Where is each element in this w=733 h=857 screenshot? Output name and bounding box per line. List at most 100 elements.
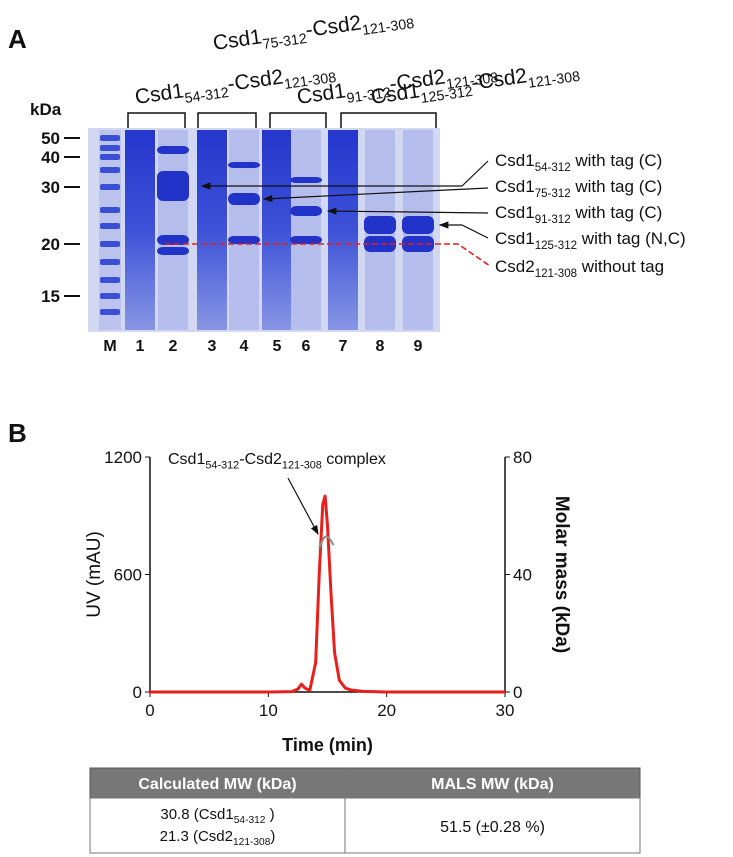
x-tick-label: 20 xyxy=(377,701,396,720)
x-tick-label: 10 xyxy=(259,701,278,720)
text-part: 121-308 xyxy=(282,459,322,471)
band xyxy=(100,293,120,299)
y-axis-label: UV (mAU) xyxy=(84,531,105,618)
band xyxy=(290,177,322,183)
text-part: 54-312 xyxy=(184,85,230,107)
arrow xyxy=(200,160,489,190)
text-part: complex xyxy=(322,451,386,468)
group-label: Csd154-312-Csd2121-308 xyxy=(133,58,337,114)
band xyxy=(100,145,120,151)
table-cell: 21.3 (Csd2121-308) xyxy=(160,828,276,848)
text-part: 121-308 xyxy=(361,16,415,39)
band-annotation: Csd175-312 with tag (C) xyxy=(495,177,662,200)
band xyxy=(100,154,120,160)
text-part: without tag xyxy=(577,257,664,276)
band xyxy=(100,207,120,213)
y2-tick-label: 0 xyxy=(513,683,522,702)
x-tick-label: 30 xyxy=(496,701,515,720)
band xyxy=(290,206,322,216)
y2-tick-label: 40 xyxy=(513,566,532,585)
series-line xyxy=(318,535,335,549)
band xyxy=(157,235,189,245)
text-part: with tag (C) xyxy=(571,177,663,196)
lane xyxy=(229,130,259,330)
y-tick-label: 600 xyxy=(114,566,142,585)
series-line xyxy=(150,494,505,694)
text-part: ) xyxy=(265,806,274,823)
text-part: 121-308 xyxy=(233,837,271,848)
text-part: -Csd2 xyxy=(239,451,282,468)
table-cell: 30.8 (Csd154-312 ) xyxy=(160,806,274,826)
unit-label: kDa xyxy=(30,100,62,119)
text-part: 125-312 xyxy=(420,84,474,107)
band-annotation: Csd154-312 with tag (C) xyxy=(495,151,662,174)
text-part: 75-312 xyxy=(535,188,571,200)
y-tick-label: 0 xyxy=(133,683,142,702)
band xyxy=(364,216,396,234)
bracket xyxy=(127,112,186,128)
text-part: with tag (C) xyxy=(571,203,663,222)
band xyxy=(228,162,260,168)
text-part: 30.8 (Csd1 xyxy=(160,806,233,823)
text-part: Csd1 xyxy=(211,25,263,55)
group-label: Csd175-312-Csd2121-308 xyxy=(211,4,415,60)
arrow xyxy=(262,187,489,203)
text-part: -Csd2 xyxy=(304,11,363,42)
lane xyxy=(328,130,358,330)
text-part: 121-308 xyxy=(535,268,577,280)
mw-marker-label: 15 xyxy=(41,287,60,306)
lane xyxy=(125,130,155,330)
band xyxy=(100,309,120,315)
band xyxy=(100,223,120,229)
text-part: Csd1 xyxy=(133,79,185,109)
text-part: 54-312 xyxy=(535,162,571,174)
lane-label: 9 xyxy=(414,338,423,355)
text-part: 91-312 xyxy=(346,85,392,107)
panel-label: A xyxy=(8,24,27,54)
band xyxy=(100,184,120,190)
band-annotation: Csd191-312 with tag (C) xyxy=(495,203,662,226)
band xyxy=(100,167,120,173)
lane xyxy=(262,130,292,330)
lane-label: 4 xyxy=(240,338,249,355)
text-part: Csd1 xyxy=(495,229,535,248)
text-part: -Csd2 xyxy=(226,65,285,96)
band-annotation: Csd2121-308 without tag xyxy=(495,257,664,280)
y2-axis-label: Molar mass (kDa) xyxy=(551,496,572,653)
text-part: Csd1 xyxy=(369,79,421,109)
mw-marker-label: 30 xyxy=(41,178,60,197)
text-part: Csd1 xyxy=(495,177,535,196)
band-annotation: Csd1125-312 with tag (N,C) xyxy=(495,229,686,252)
lane-label: M xyxy=(103,338,116,355)
band xyxy=(157,171,189,201)
text-part: -Csd2 xyxy=(470,64,529,95)
band xyxy=(100,259,120,265)
text-part: 121-308 xyxy=(283,70,337,93)
band xyxy=(157,146,189,154)
band xyxy=(100,135,120,141)
text-part: ) xyxy=(270,828,275,845)
text-part: with tag (C) xyxy=(571,151,663,170)
table-header-cell: Calculated MW (kDa) xyxy=(138,776,296,793)
bracket xyxy=(269,112,327,128)
y-tick-label: 1200 xyxy=(104,448,142,467)
text-part: Csd1 xyxy=(495,151,535,170)
lane xyxy=(158,130,188,330)
group-label: Csd1125-312-Csd2121-308 xyxy=(369,57,581,114)
band xyxy=(228,193,260,205)
text-part: Csd1 xyxy=(168,451,205,468)
band xyxy=(228,236,260,244)
text-part: 125-312 xyxy=(535,240,577,252)
table-cell: 51.5 (±0.28 %) xyxy=(440,819,545,836)
text-part: 75-312 xyxy=(262,31,308,53)
arrow xyxy=(438,221,489,239)
mw-marker-label: 20 xyxy=(41,235,60,254)
lane xyxy=(197,130,227,330)
text-part: 121-308 xyxy=(445,70,499,93)
text-part: 54-312 xyxy=(205,459,239,471)
lane-label: 7 xyxy=(339,338,348,355)
table-header-cell: MALS MW (kDa) xyxy=(431,776,554,793)
text-part: Csd2 xyxy=(495,257,535,276)
